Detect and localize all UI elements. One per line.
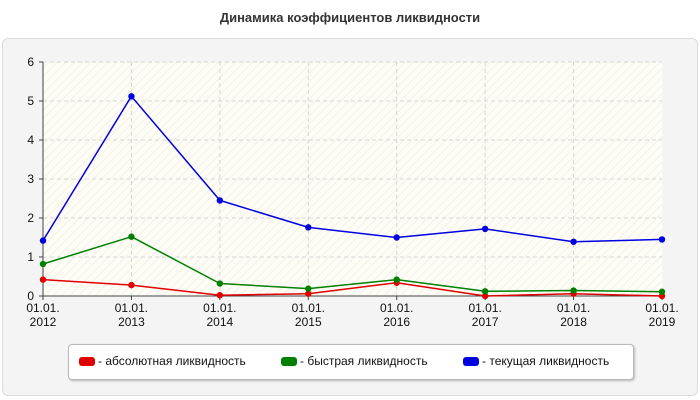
x-tick-label: 01.01. 2018 <box>557 301 590 329</box>
data-point-0-2 <box>216 292 224 299</box>
data-point-1-0 <box>39 260 47 268</box>
data-point-0-5 <box>481 292 489 300</box>
x-tick-label-year: 2014 <box>207 315 234 329</box>
legend-swatch-absolute <box>79 356 95 366</box>
x-tick-label-year: 2013 <box>118 315 145 329</box>
legend: - абсолютная ликвидность - быстрая ликви… <box>68 344 634 380</box>
data-point-0-1 <box>128 281 135 289</box>
data-point-2-5 <box>481 225 489 233</box>
legend-label-quick: - быстрая ликвидность <box>300 354 428 368</box>
data-point-2-1 <box>128 93 135 100</box>
data-point-1-1 <box>128 233 135 240</box>
legend-swatch-quick <box>281 356 297 366</box>
data-point-1-7 <box>658 288 666 295</box>
x-tick-label-year: 2018 <box>560 315 587 329</box>
data-point-2-4 <box>393 234 400 241</box>
y-tick-label: 4 <box>27 133 34 147</box>
data-point-1-6 <box>570 287 577 294</box>
legend-item-absolute: - абсолютная ликвидность <box>79 354 246 368</box>
y-tick-label: 5 <box>27 94 34 108</box>
data-point-2-7 <box>658 236 666 243</box>
x-tick-label-year: 2015 <box>295 315 322 329</box>
x-tick-label-day: 01.01. <box>557 301 590 315</box>
data-point-1-5 <box>481 288 489 295</box>
data-point-2-2 <box>216 197 224 204</box>
x-tick-label: 01.01. 2015 <box>292 301 325 329</box>
series-line-0 <box>42 278 663 297</box>
series-points <box>39 93 666 300</box>
x-tick-label: 01.01. 2014 <box>203 301 236 329</box>
x-tick-label-year: 2016 <box>383 315 410 329</box>
x-tick-label-day: 01.01. <box>380 301 413 315</box>
y-tick-label: 0 <box>27 289 34 303</box>
x-tick-label-day: 01.01. <box>468 301 501 315</box>
y-tick-label: 6 <box>27 55 34 69</box>
y-tick-label: 3 <box>27 172 34 186</box>
x-tick-label: 01.01. 2019 <box>645 301 678 329</box>
data-point-2-6 <box>570 238 577 245</box>
data-point-2-3 <box>305 224 312 231</box>
x-tick-label-year: 2012 <box>30 315 57 329</box>
data-point-1-3 <box>305 285 312 292</box>
legend-swatch-current <box>463 356 479 366</box>
legend-label-absolute: - абсолютная ликвидность <box>98 354 246 368</box>
x-tick-label: 01.01. 2012 <box>26 301 59 329</box>
legend-item-current: - текущая ликвидность <box>463 354 609 368</box>
x-tick-label-day: 01.01. <box>292 301 325 315</box>
y-tick-label: 1 <box>27 250 34 264</box>
data-point-0-3 <box>305 290 312 297</box>
data-point-0-0 <box>39 276 47 283</box>
chart-title: Динамика коэффициентов ликвидности <box>219 10 481 25</box>
series-line-2 <box>42 95 663 243</box>
x-tick-label: 01.01. 2016 <box>380 301 413 329</box>
data-point-2-0 <box>39 237 47 244</box>
legend-label-current: - текущая ликвидность <box>482 354 610 368</box>
x-tick-label-day: 01.01. <box>115 301 148 315</box>
series-lines <box>42 95 663 297</box>
data-point-1-2 <box>216 280 224 287</box>
x-tick-label-year: 2017 <box>472 315 499 329</box>
y-tick-labels: 0 1 2 3 4 5 6 <box>27 55 34 303</box>
x-tick-label-year: 2019 <box>649 315 676 329</box>
x-tick-label: 01.01. 2017 <box>468 301 501 329</box>
series-line-1 <box>42 235 663 293</box>
axes <box>39 61 663 300</box>
x-tick-label-day: 01.01. <box>26 301 59 315</box>
x-tick-label-day: 01.01. <box>645 301 678 315</box>
data-point-1-4 <box>393 276 400 283</box>
legend-item-quick: - быстрая ликвидность <box>281 354 428 368</box>
grid <box>43 61 662 296</box>
x-tick-label: 01.01. 2013 <box>115 301 148 329</box>
x-tick-label-day: 01.01. <box>203 301 236 315</box>
y-tick-label: 2 <box>27 211 34 225</box>
